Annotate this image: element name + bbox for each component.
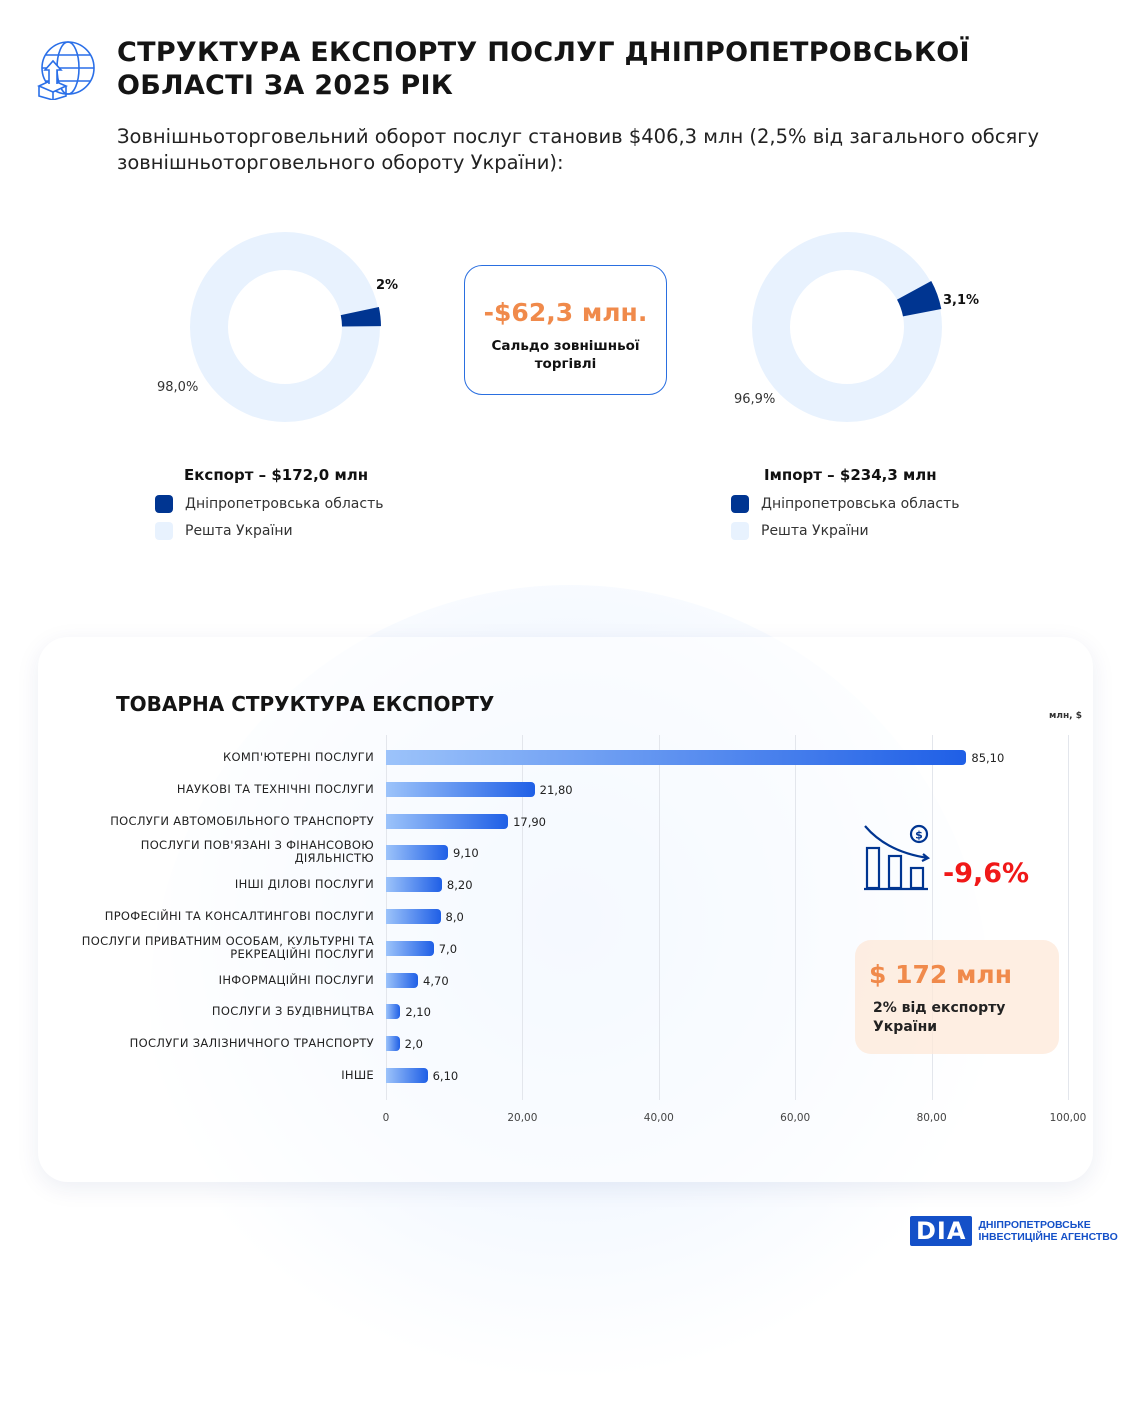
chart-unit: млн, $ bbox=[1049, 711, 1082, 721]
export-legend: Експорт – $172,0 млн Дніпропетровська об… bbox=[155, 466, 383, 540]
category-label: ІНФОРМАЦІЙНІ ПОСЛУГИ bbox=[218, 972, 374, 987]
category-label: ПОСЛУГИ ПОВ'ЯЗАНІ З ФІНАНСОВОЮ ДІЯЛЬНІСТ… bbox=[140, 838, 374, 866]
chart-title: ТОВАРНА СТРУКТУРА ЕКСПОРТУ bbox=[116, 692, 495, 716]
donut-charts bbox=[190, 232, 942, 422]
legend-label: Решта України bbox=[185, 523, 293, 539]
x-tick-label: 40,00 bbox=[643, 1112, 674, 1124]
export-change-value: -9,6% bbox=[943, 858, 1030, 889]
bar bbox=[386, 781, 535, 797]
bar bbox=[386, 940, 434, 956]
bar bbox=[386, 1068, 428, 1083]
page-title: СТРУКТУРА ЕКСПОРТУ ПОСЛУГ ДНІПРОПЕТРОВСЬ… bbox=[117, 36, 970, 102]
legend-label: Дніпропетровська область bbox=[761, 496, 960, 512]
export-region-pct: 2% bbox=[376, 278, 399, 293]
category-label: КОМП'ЮТЕРНІ ПОСЛУГИ bbox=[223, 750, 374, 764]
bar-value-label: 21,80 bbox=[539, 782, 573, 797]
export-donut-region-slice bbox=[340, 306, 381, 327]
total-export-card: $ 172 млн 2% від експорту України bbox=[855, 940, 1059, 1054]
bar-value-label: 85,10 bbox=[971, 751, 1005, 765]
export-rest-pct: 98,0% bbox=[157, 380, 199, 395]
x-tick-label: 80,00 bbox=[916, 1112, 947, 1124]
bar-value-label: 9,10 bbox=[453, 846, 479, 861]
bar-chart: 0 20,00 40,00 60,00 80,00 100,00 КОМП'ЮТЕРНІ П… bbox=[81, 735, 1087, 1124]
svg-text:$: $ bbox=[915, 829, 923, 842]
bar-value-label: 7,0 bbox=[438, 941, 458, 956]
bar bbox=[386, 1004, 401, 1020]
logo-line-1: ДНІПРОПЕТРОВСЬКЕ bbox=[978, 1219, 1091, 1231]
legend-item-rest: Решта України bbox=[731, 522, 959, 540]
gridline bbox=[1068, 735, 1069, 1100]
logo-line-2: ІНВЕСТИЦІЙНЕ АГЕНСТВО bbox=[978, 1231, 1118, 1243]
gridline bbox=[522, 735, 524, 1100]
region-swatch bbox=[731, 495, 749, 513]
export-legend-title: Експорт – $172,0 млн bbox=[184, 466, 369, 484]
import-donut-region-slice bbox=[897, 280, 942, 317]
x-tick-label: 60,00 bbox=[780, 1112, 811, 1124]
bar bbox=[386, 750, 967, 765]
legend-item-region: Дніпропетровська область bbox=[731, 495, 959, 513]
import-legend-title: Імпорт – $234,3 млн bbox=[764, 466, 937, 484]
bar-value-label: 8,20 bbox=[446, 878, 473, 893]
declining-bar-chart-dollar-icon: $ bbox=[864, 824, 931, 891]
import-region-pct: 3,1% bbox=[943, 293, 980, 308]
gridline bbox=[931, 735, 933, 1100]
total-export-value: $ 172 млн bbox=[869, 960, 1013, 989]
import-rest-pct: 96,9% bbox=[734, 392, 776, 407]
rest-swatch bbox=[731, 522, 749, 540]
bar-value-label: 2,0 bbox=[404, 1037, 423, 1052]
bar bbox=[386, 909, 441, 924]
title-line-2: ОБЛАСТІ ЗА 2025 РІК bbox=[117, 70, 454, 101]
total-export-label: 2% від експорту України bbox=[873, 1000, 1006, 1035]
globe-export-box-icon bbox=[37, 41, 95, 100]
category-label: ПОСЛУГИ ПРИВАТНИМ ОСОБАМ, КУЛЬТУРНІ ТА Р… bbox=[81, 933, 374, 961]
bar-value-label: 8,0 bbox=[445, 910, 464, 924]
subtitle: Зовнішньоторговельний оборот послуг стан… bbox=[117, 125, 1040, 174]
legend-label: Решта України bbox=[761, 523, 869, 539]
category-label: ПОСЛУГИ ЗАЛІЗНИЧНОГО ТРАНСПОРТУ bbox=[129, 1036, 374, 1051]
legend-item-rest: Решта України bbox=[155, 522, 383, 540]
logo-mark: DIA bbox=[910, 1216, 973, 1246]
x-tick-label: 0 bbox=[382, 1112, 390, 1124]
dia-logo: DIA ДНІПРОПЕТРОВСЬКЕ ІНВЕСТИЦІЙНЕ АГЕНСТВ… bbox=[910, 1216, 1118, 1246]
category-label: ІНШІ ДІЛОВІ ПОСЛУГИ bbox=[234, 877, 374, 892]
gridline bbox=[795, 735, 797, 1100]
category-label: ПОСЛУГИ АВТОМОБІЛЬНОГО ТРАНСПОРТУ bbox=[110, 813, 374, 828]
category-label: ПОСЛУГИ З БУДІВНИЦТВА bbox=[211, 1004, 374, 1019]
gridline bbox=[658, 735, 660, 1100]
bar bbox=[386, 845, 449, 861]
title-line-1: СТРУКТУРА ЕКСПОРТУ ПОСЛУГ ДНІПРОПЕТРОВСЬ… bbox=[117, 37, 970, 68]
category-label: ІНШЕ bbox=[341, 1068, 374, 1082]
bar-value-label: 17,90 bbox=[513, 814, 546, 829]
rest-swatch bbox=[155, 522, 173, 540]
legend-label: Дніпропетровська область bbox=[185, 496, 384, 512]
trade-balance-value: -$62,3 млн. bbox=[483, 298, 648, 327]
chart-card bbox=[38, 637, 1093, 1182]
category-label: ПРОФЕСІЙНІ ТА КОНСАЛТИНГОВІ ПОСЛУГИ bbox=[104, 909, 374, 923]
bar bbox=[386, 877, 442, 893]
bar-value-label: 6,10 bbox=[432, 1069, 459, 1083]
trade-balance-card: -$62,3 млн. Сальдо зовнішньої торгівлі bbox=[464, 265, 667, 395]
bar-value-label: 2,10 bbox=[405, 1005, 431, 1020]
region-swatch bbox=[155, 495, 173, 513]
bar bbox=[386, 813, 509, 829]
category-label: НАУКОВІ ТА ТЕХНІЧНІ ПОСЛУГИ bbox=[176, 781, 374, 796]
bar bbox=[386, 972, 419, 988]
export-donut-rest-slice bbox=[190, 232, 380, 422]
bar-value-label: 4,70 bbox=[423, 973, 449, 988]
x-tick-label: 20,00 bbox=[507, 1112, 538, 1124]
import-donut-rest-slice bbox=[752, 232, 942, 422]
legend-item-region: Дніпропетровська область bbox=[155, 495, 383, 513]
bar bbox=[386, 1036, 400, 1052]
x-tick-label: 100,00 bbox=[1049, 1112, 1087, 1124]
import-legend: Імпорт – $234,3 млн Дніпропетровська обл… bbox=[731, 466, 959, 540]
trade-balance-label: Сальдо зовнішньої торгівлі bbox=[491, 338, 640, 372]
